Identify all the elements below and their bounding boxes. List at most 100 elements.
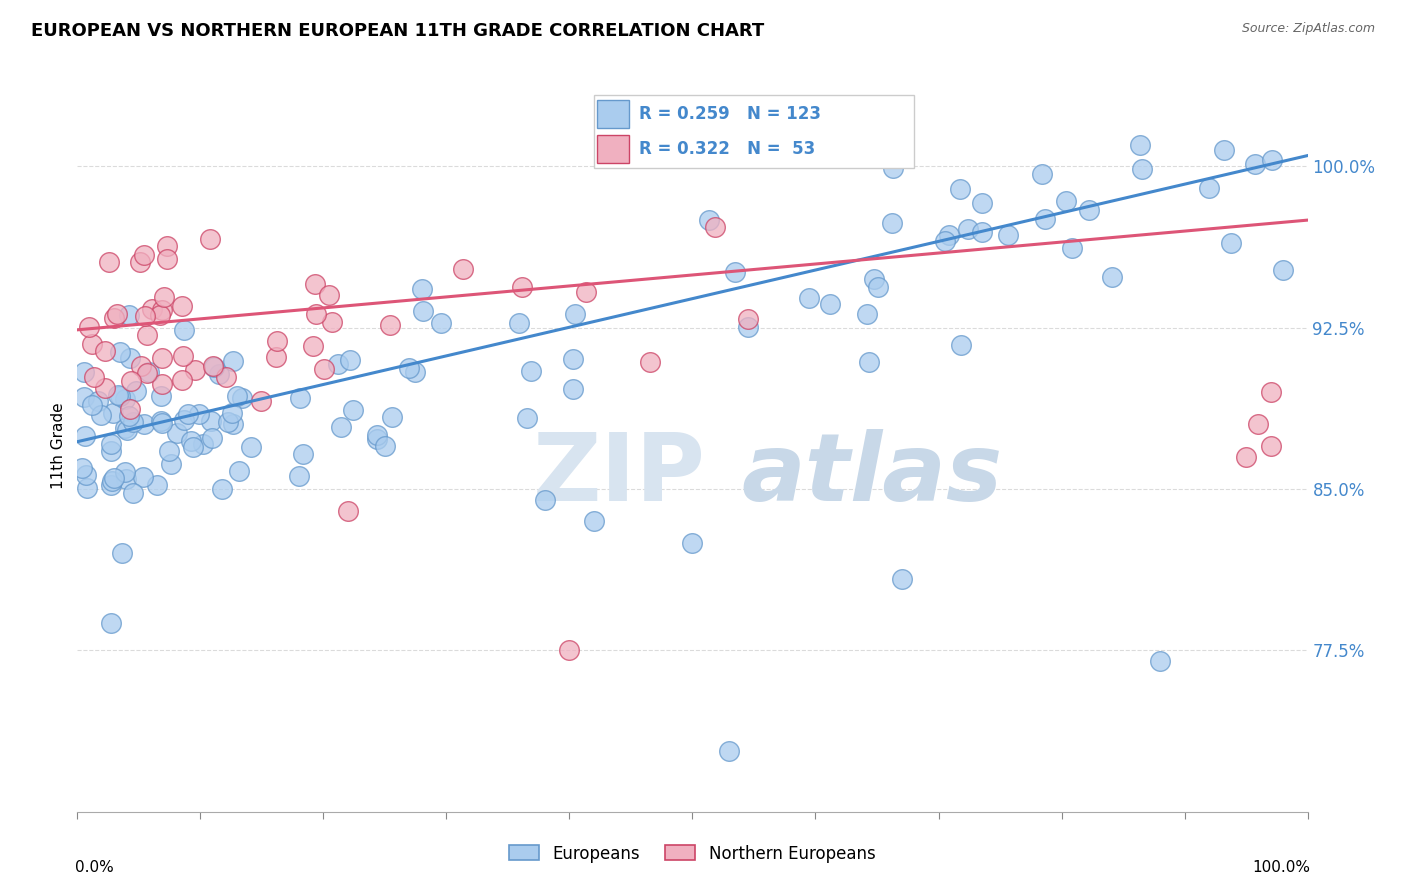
Text: 100.0%: 100.0% [1251, 860, 1310, 875]
Point [100, 616, 122, 631]
Point [1260, 439, 1282, 453]
Point [339, 353, 361, 368]
Point [1261, 153, 1284, 167]
Text: ZIP: ZIP [533, 429, 706, 521]
Point [202, 359, 225, 374]
Point [98, 255, 121, 269]
Point [134, 309, 156, 323]
Point [138, 365, 160, 379]
Point [170, 299, 193, 313]
Point [188, 407, 211, 421]
Point [146, 477, 169, 491]
Point [173, 323, 195, 337]
Text: Source: ZipAtlas.com: Source: ZipAtlas.com [1241, 22, 1375, 36]
Point [302, 339, 325, 353]
Point [404, 366, 426, 380]
Point [797, 291, 820, 305]
Point [972, 196, 994, 211]
Point [160, 457, 183, 471]
Point [201, 359, 224, 373]
Point [231, 392, 253, 406]
Point [583, 514, 606, 528]
Point [1260, 385, 1282, 400]
Point [221, 406, 243, 420]
Point [150, 414, 173, 428]
Text: atlas: atlas [742, 429, 1002, 521]
Point [866, 279, 889, 293]
Point [288, 468, 311, 483]
Point [949, 182, 972, 196]
Point [181, 440, 204, 454]
Point [136, 366, 159, 380]
Point [82, 398, 104, 412]
Point [288, 391, 311, 405]
Point [558, 643, 581, 657]
Point [114, 466, 136, 480]
Point [818, 297, 841, 311]
Point [177, 407, 200, 421]
Point [149, 389, 172, 403]
Point [72, 460, 94, 475]
Point [132, 470, 155, 484]
Point [366, 432, 388, 446]
Point [191, 436, 214, 450]
Point [103, 471, 125, 485]
Point [562, 382, 585, 396]
Point [1062, 241, 1084, 255]
Point [73, 428, 96, 442]
Point [114, 421, 136, 435]
Point [520, 364, 543, 378]
Point [856, 307, 879, 321]
Point [152, 290, 174, 304]
Point [101, 405, 124, 419]
Point [120, 374, 142, 388]
Point [1271, 262, 1294, 277]
Point [120, 402, 142, 417]
Point [114, 392, 136, 406]
Point [266, 334, 288, 348]
Point [135, 328, 157, 343]
Point [93, 344, 115, 359]
Point [149, 309, 172, 323]
Point [200, 414, 222, 428]
Point [214, 370, 236, 384]
Point [108, 389, 131, 403]
Point [381, 410, 404, 425]
Point [366, 427, 388, 442]
Point [934, 234, 956, 248]
Point [100, 444, 122, 458]
Point [240, 440, 263, 454]
Point [699, 212, 721, 227]
Point [100, 437, 122, 451]
Point [724, 265, 747, 279]
Point [150, 416, 173, 430]
Point [318, 288, 340, 302]
Point [1054, 194, 1077, 208]
Point [172, 373, 194, 387]
Point [115, 472, 138, 486]
Point [211, 482, 233, 496]
Point [134, 248, 156, 262]
Point [73, 390, 96, 404]
Point [305, 307, 328, 321]
Point [222, 417, 245, 432]
Point [970, 225, 993, 239]
Point [412, 304, 434, 318]
Point [125, 384, 148, 399]
Point [398, 361, 420, 376]
Point [75, 468, 97, 483]
Y-axis label: 11th Grade: 11th Grade [51, 402, 66, 490]
Point [157, 443, 180, 458]
Point [737, 311, 759, 326]
Point [1033, 211, 1056, 226]
Point [950, 338, 973, 352]
Point [508, 316, 530, 330]
Point [304, 277, 326, 292]
Point [1234, 450, 1257, 464]
Point [93, 381, 115, 395]
Point [107, 387, 129, 401]
Point [997, 227, 1019, 242]
Point [228, 464, 250, 478]
Point [1101, 269, 1123, 284]
Point [129, 255, 152, 269]
